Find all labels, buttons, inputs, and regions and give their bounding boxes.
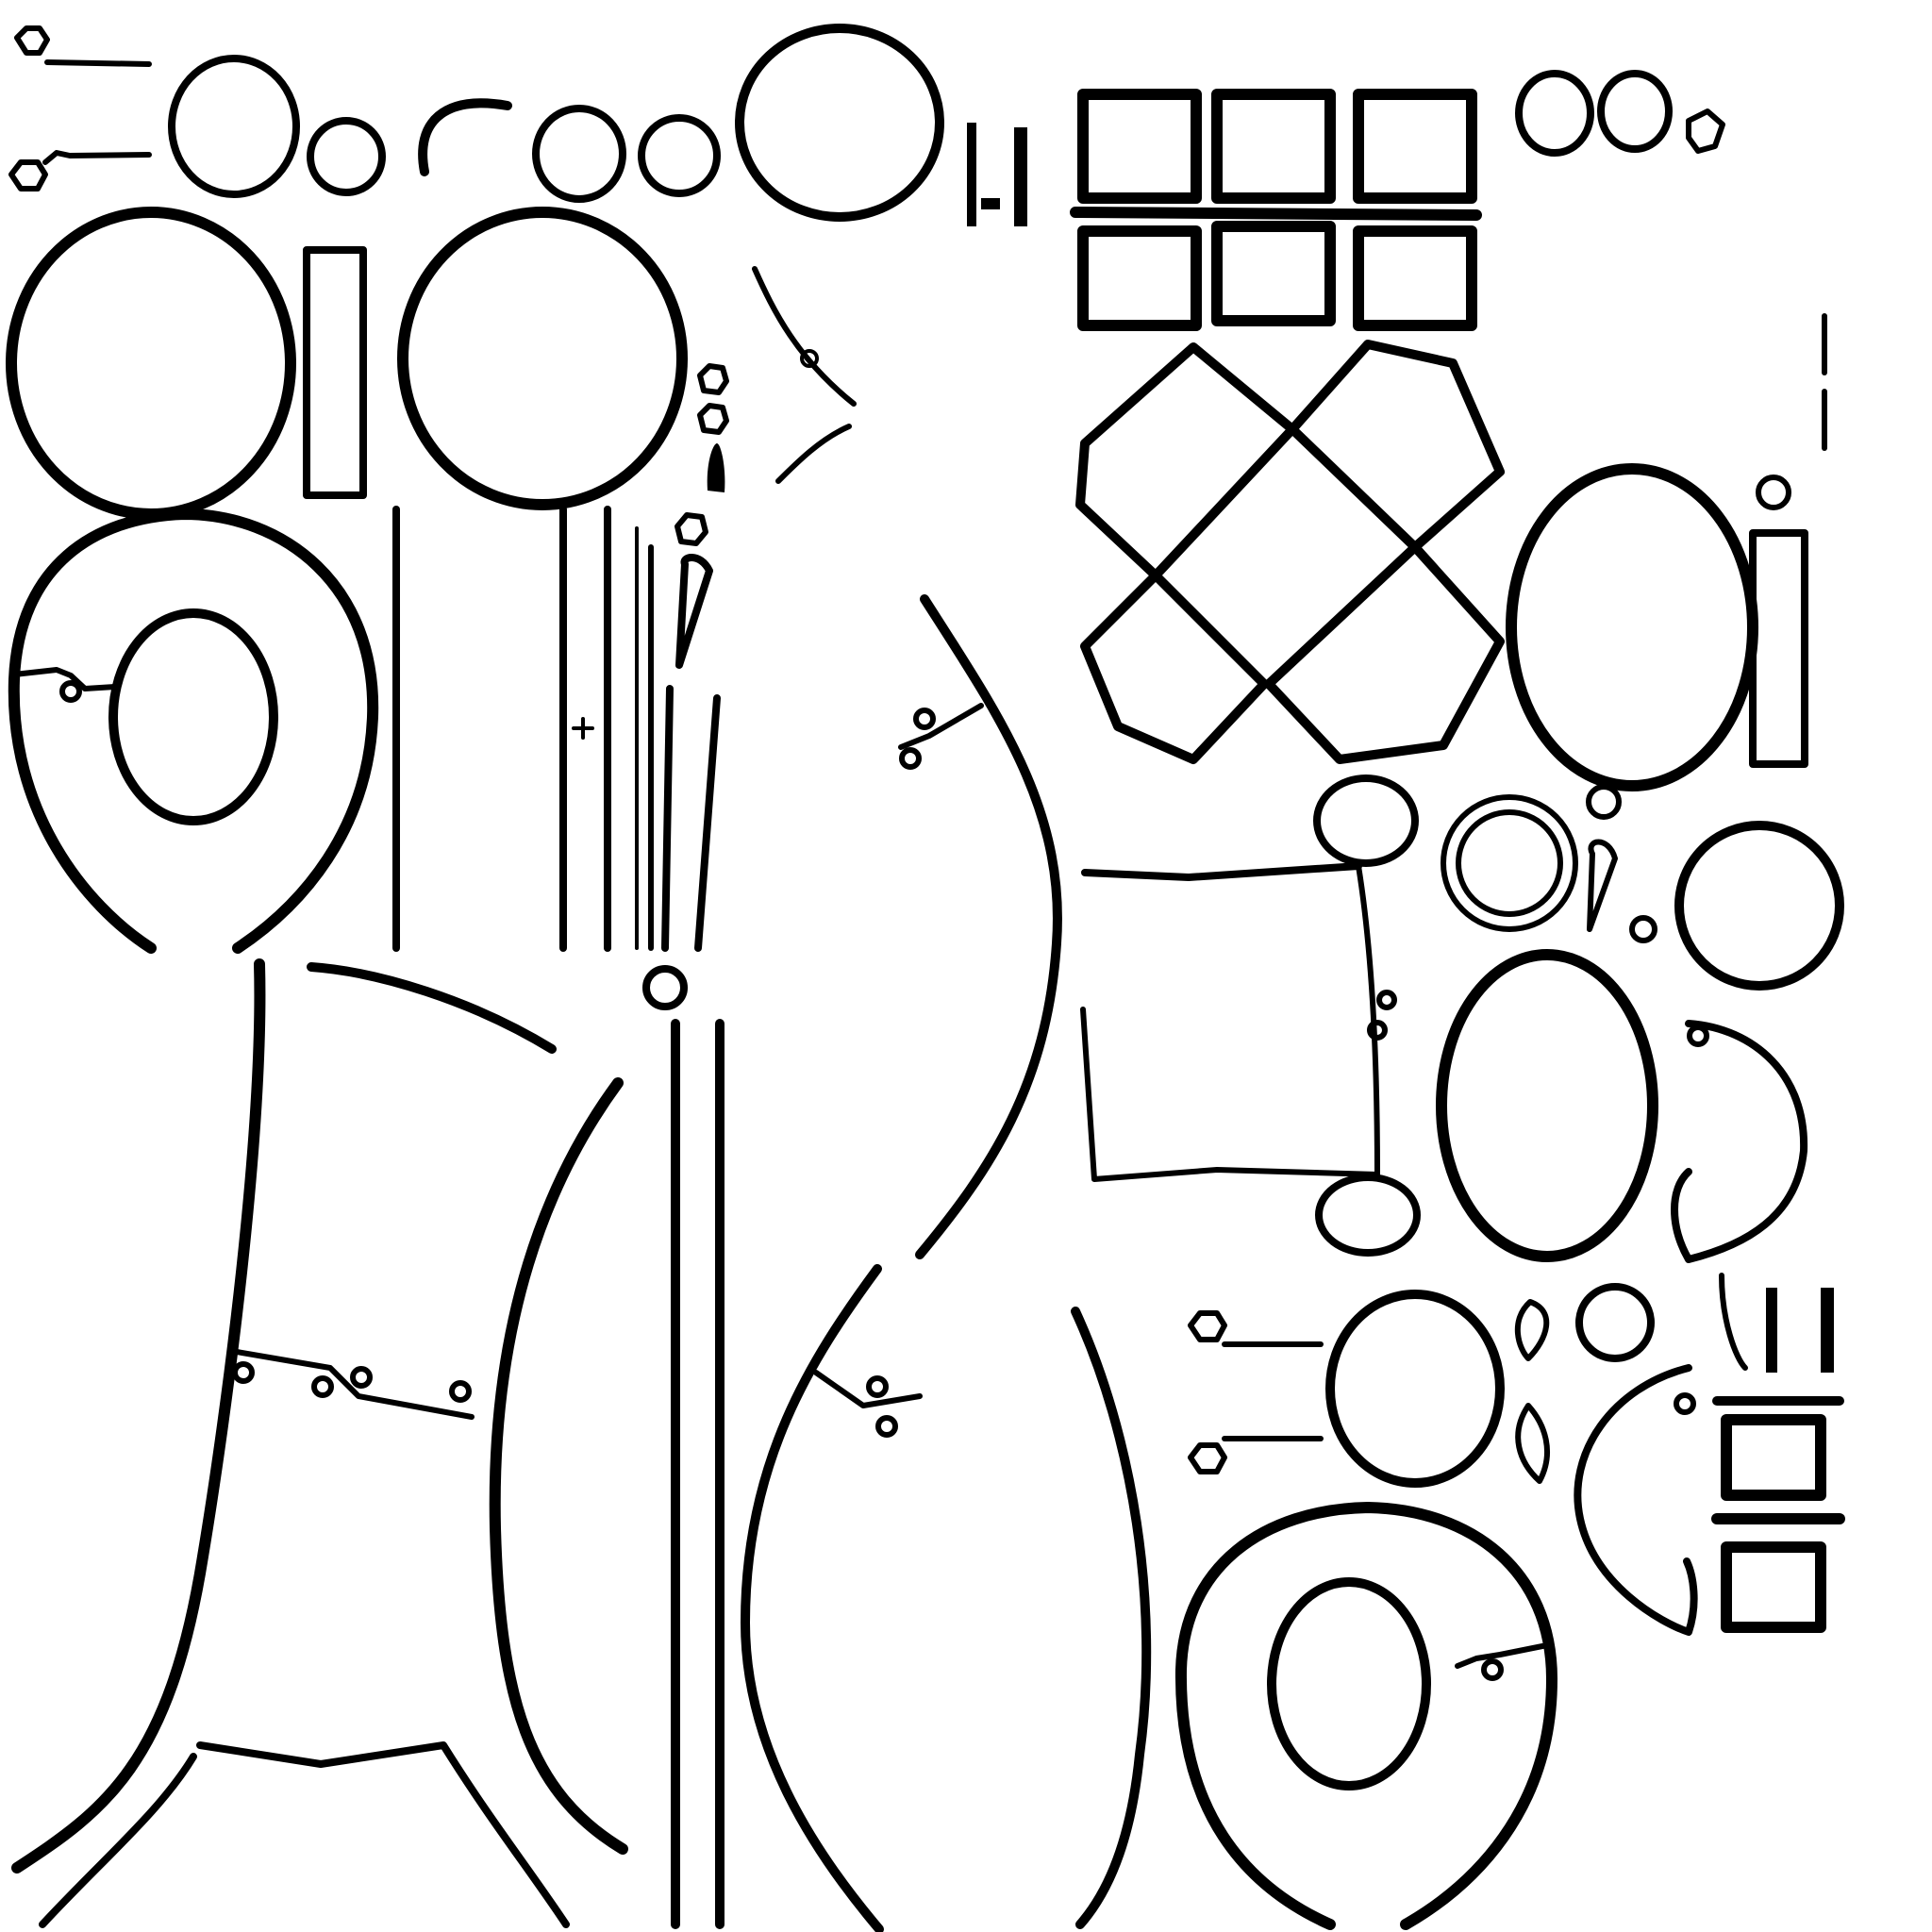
- ring-medium: [307, 117, 386, 196]
- stripe-block-top: [967, 123, 1027, 226]
- rect-slot-right: [1749, 529, 1808, 768]
- ellipse-cluster: [1313, 774, 1844, 1263]
- ring-xl: [735, 24, 944, 222]
- ring-small-2: [638, 114, 721, 197]
- arc-seam-b: [775, 424, 852, 484]
- pin-dot: [800, 349, 819, 368]
- oval-tall: [6, 207, 296, 520]
- right-grid-blocks: [1711, 1288, 1845, 1633]
- curve-seam-center: [741, 594, 1152, 1932]
- ring-small: [532, 105, 626, 203]
- egg-left: [1515, 70, 1594, 157]
- drop-pins: [675, 363, 729, 669]
- horseshoe-with-hole-right: [1174, 1502, 1557, 1930]
- small-gem: [1686, 108, 1725, 154]
- ring-large: [168, 55, 300, 198]
- diamond-quadrants: [1075, 340, 1505, 764]
- quad-panel: [1080, 862, 1397, 1182]
- vertical-rails: [392, 506, 724, 1929]
- horseshoe-with-hole: [8, 508, 379, 954]
- egg-right: [1597, 70, 1673, 153]
- oval-tall-2: [397, 207, 688, 510]
- pin-right: [1756, 475, 1791, 510]
- square-grid-blocks: [1070, 89, 1482, 331]
- arc-seam-a: [752, 266, 857, 407]
- oval-right: [1506, 463, 1758, 791]
- rect-slot: [303, 246, 367, 499]
- body-panel-left: [11, 958, 628, 1928]
- lower-right-shapes: [1188, 1273, 1748, 1636]
- small-ring-chain: [8, 25, 152, 192]
- hook-arc: [418, 98, 512, 176]
